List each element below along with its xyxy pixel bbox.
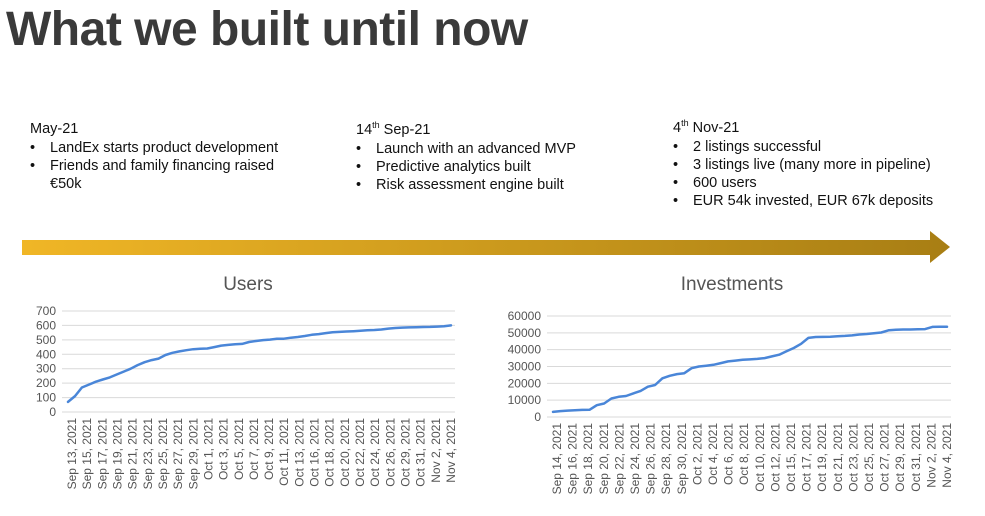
milestone-list: Launch with an advanced MVP Predictive a… bbox=[356, 140, 636, 194]
investments-y-tick-label: 50000 bbox=[508, 326, 542, 340]
users-y-tick-label: 400 bbox=[36, 347, 56, 361]
milestone-item: Predictive analytics built bbox=[356, 158, 636, 176]
investments-x-tick-label: Oct 2, 2021 bbox=[690, 423, 704, 485]
milestone-item: 600 users bbox=[673, 174, 973, 192]
investments-x-tick-label: Nov 4, 2021 bbox=[940, 423, 954, 488]
users-y-tick-label: 0 bbox=[49, 405, 56, 419]
milestone-sep-21: 14th Sep-21 Launch with an advanced MVP … bbox=[356, 121, 636, 194]
users-y-tick-label: 300 bbox=[36, 362, 56, 376]
investments-x-tick-label: Oct 21, 2021 bbox=[831, 423, 845, 492]
milestone-item: Launch with an advanced MVP bbox=[356, 140, 636, 158]
investments-x-tick-label: Nov 2, 2021 bbox=[924, 423, 938, 488]
investments-chart-title: Investments bbox=[681, 274, 783, 295]
investments-x-tick-label: Oct 12, 2021 bbox=[768, 423, 782, 492]
users-x-tick-label: Oct 7, 2021 bbox=[247, 418, 261, 480]
investments-y-tick-label: 40000 bbox=[508, 343, 542, 357]
investments-x-tick-label: Oct 27, 2021 bbox=[878, 423, 892, 492]
investments-x-tick-label: Oct 4, 2021 bbox=[706, 423, 720, 485]
users-x-tick-label: Oct 18, 2021 bbox=[323, 418, 337, 487]
milestone-item: 2 listings successful bbox=[673, 138, 973, 156]
investments-x-tick-label: Sep 24, 2021 bbox=[628, 423, 642, 495]
users-x-tick-label: Sep 19, 2021 bbox=[110, 418, 124, 490]
milestone-may-21: May-21 LandEx starts product development… bbox=[30, 120, 305, 193]
investments-x-tick-label: Oct 19, 2021 bbox=[815, 423, 829, 492]
users-x-tick-label: Oct 24, 2021 bbox=[368, 418, 382, 487]
users-x-tick-label: Sep 27, 2021 bbox=[171, 418, 185, 490]
users-x-tick-label: Oct 9, 2021 bbox=[262, 418, 276, 480]
users-x-tick-label: Oct 22, 2021 bbox=[353, 418, 367, 487]
users-x-tick-label: Sep 13, 2021 bbox=[65, 418, 79, 490]
users-x-tick-label: Sep 15, 2021 bbox=[80, 418, 94, 490]
users-y-tick-label: 200 bbox=[36, 376, 56, 390]
users-x-tick-label: Oct 1, 2021 bbox=[201, 418, 215, 480]
investments-x-tick-label: Oct 25, 2021 bbox=[862, 423, 876, 492]
users-y-tick-label: 700 bbox=[36, 304, 56, 318]
investments-x-tick-label: Sep 18, 2021 bbox=[581, 423, 595, 495]
users-y-tick-label: 500 bbox=[36, 333, 56, 347]
investments-x-tick-label: Oct 29, 2021 bbox=[893, 423, 907, 492]
investments-x-tick-label: Oct 6, 2021 bbox=[722, 423, 736, 485]
milestone-date: 14th Sep-21 bbox=[356, 120, 431, 138]
users-y-tick-label: 600 bbox=[36, 318, 56, 332]
users-x-tick-label: Oct 20, 2021 bbox=[338, 418, 352, 487]
users-x-tick-label: Oct 31, 2021 bbox=[414, 418, 428, 487]
users-x-tick-label: Oct 26, 2021 bbox=[383, 418, 397, 487]
investments-series-line bbox=[551, 325, 949, 414]
investments-x-tick-label: Sep 28, 2021 bbox=[659, 423, 673, 495]
milestone-item: 3 listings live (many more in pipeline) bbox=[673, 156, 973, 174]
investments-x-tick-label: Sep 16, 2021 bbox=[566, 423, 580, 495]
page-title: What we built until now bbox=[6, 3, 528, 56]
users-x-tick-label: Oct 16, 2021 bbox=[308, 418, 322, 487]
investments-x-tick-label: Sep 20, 2021 bbox=[597, 423, 611, 495]
users-x-tick-label: Sep 25, 2021 bbox=[156, 418, 170, 490]
users-x-tick-label: Oct 11, 2021 bbox=[277, 418, 291, 486]
users-x-tick-label: Oct 29, 2021 bbox=[399, 418, 413, 487]
milestone-item: LandEx starts product development bbox=[30, 139, 305, 157]
milestone-item: EUR 54k invested, EUR 67k deposits bbox=[673, 192, 973, 210]
users-x-tick-label: Sep 29, 2021 bbox=[186, 418, 200, 490]
users-x-tick-label: Sep 21, 2021 bbox=[126, 418, 140, 490]
users-x-tick-label: Nov 2, 2021 bbox=[429, 418, 443, 483]
users-x-tick-label: Sep 23, 2021 bbox=[141, 418, 155, 490]
users-y-tick-label: 100 bbox=[36, 391, 56, 405]
investments-x-tick-label: Sep 14, 2021 bbox=[550, 423, 564, 495]
timeline-arrow-shape bbox=[22, 231, 950, 263]
investments-x-tick-label: Sep 26, 2021 bbox=[644, 423, 658, 495]
milestone-date: May-21 bbox=[30, 121, 79, 137]
milestone-nov-21: 4th Nov-21 2 listings successful 3 listi… bbox=[673, 119, 973, 210]
investments-y-tick-label: 10000 bbox=[508, 393, 542, 407]
users-x-tick-label: Sep 17, 2021 bbox=[95, 418, 109, 490]
investments-x-tick-label: Oct 10, 2021 bbox=[753, 423, 767, 492]
timeline-arrow bbox=[22, 231, 950, 263]
investments-y-tick-label: 0 bbox=[534, 410, 541, 424]
users-x-tick-label: Oct 3, 2021 bbox=[217, 418, 231, 480]
users-x-tick-label: Oct 13, 2021 bbox=[292, 418, 306, 487]
investments-chart-group: Investments 0 10000 20000 30000 40000 50000 600… bbox=[508, 274, 954, 494]
investments-x-tick-label: Oct 17, 2021 bbox=[800, 423, 814, 492]
investments-x-tick-label: Sep 30, 2021 bbox=[675, 423, 689, 495]
milestone-item: Friends and family financing raised €50k bbox=[30, 157, 305, 193]
users-x-tick-label: Nov 4, 2021 bbox=[444, 418, 458, 483]
investments-x-tick-label: Sep 22, 2021 bbox=[612, 423, 626, 495]
investments-x-tick-label: Oct 8, 2021 bbox=[737, 423, 751, 485]
users-chart-title: Users bbox=[223, 274, 273, 295]
investments-y-tick-label: 20000 bbox=[508, 376, 542, 390]
users-series-line bbox=[66, 324, 453, 404]
investments-x-tick-label: Oct 31, 2021 bbox=[909, 423, 923, 492]
investments-x-tick-label: Oct 15, 2021 bbox=[784, 423, 798, 492]
milestone-date: 4th Nov-21 bbox=[673, 118, 740, 136]
users-x-tick-label: Oct 5, 2021 bbox=[232, 418, 246, 480]
investments-y-tick-label: 60000 bbox=[508, 309, 542, 323]
investments-x-tick-label: Oct 23, 2021 bbox=[846, 423, 860, 492]
milestone-item: Risk assessment engine built bbox=[356, 176, 636, 194]
milestone-list: LandEx starts product development Friend… bbox=[30, 139, 305, 193]
milestone-list: 2 listings successful 3 listings live (m… bbox=[673, 138, 973, 210]
investments-y-tick-label: 30000 bbox=[508, 360, 542, 374]
